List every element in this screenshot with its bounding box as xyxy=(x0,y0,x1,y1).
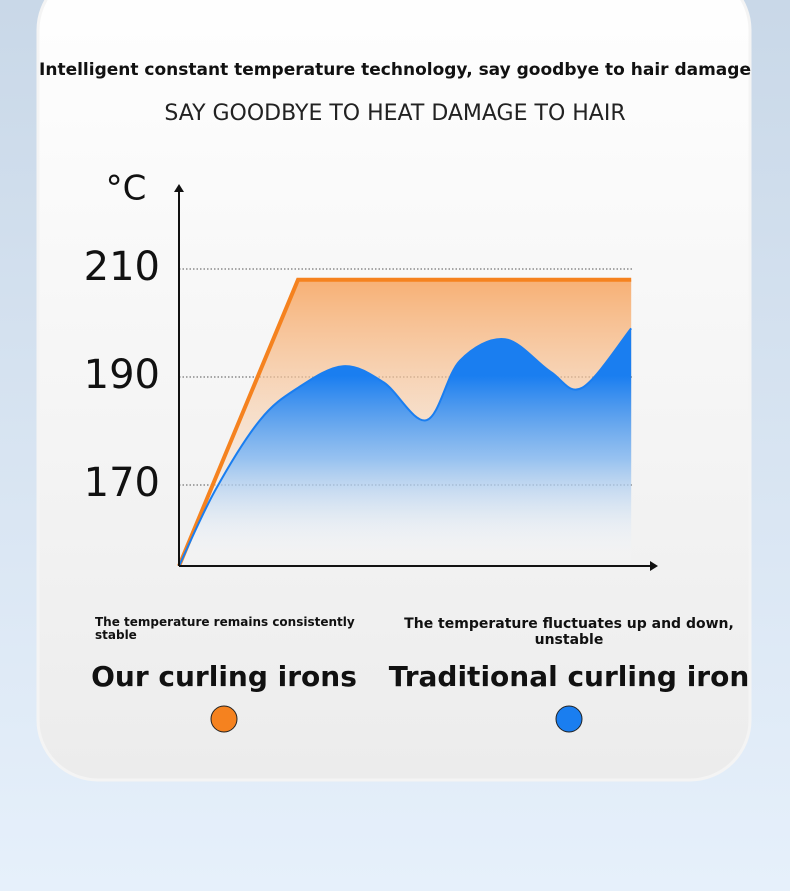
chart-title: Intelligent constant temperature technol… xyxy=(39,60,751,80)
area xyxy=(179,328,632,566)
y-arrow xyxy=(174,184,184,192)
legend-description-box: The temperature remains consistently sta… xyxy=(95,616,355,642)
legend-swatch xyxy=(555,705,583,733)
legend-description: The temperature fluctuates up and down, … xyxy=(404,616,734,648)
legend-label: Our curling irons xyxy=(91,660,357,693)
line xyxy=(178,327,632,567)
legend-description: The temperature remains consistently sta… xyxy=(95,616,355,642)
y-axis-label: °C xyxy=(106,169,147,209)
chart-subtitle: SAY GOODBYE TO HEAT DAMAGE TO HAIR xyxy=(164,101,625,126)
legend: The temperature remains consistently sta… xyxy=(91,616,750,733)
legend-description-box: The temperature fluctuates up and down, … xyxy=(404,616,734,648)
y-tick-label: 210 xyxy=(84,244,160,290)
line xyxy=(177,277,632,567)
legend-swatch xyxy=(210,705,238,733)
plot: 170 190 210 xyxy=(84,244,632,567)
x-arrow xyxy=(650,561,658,571)
legend-label: Traditional curling iron xyxy=(389,660,750,693)
y-tick-label: 170 xyxy=(84,460,160,506)
y-tick-label: 190 xyxy=(84,352,160,398)
